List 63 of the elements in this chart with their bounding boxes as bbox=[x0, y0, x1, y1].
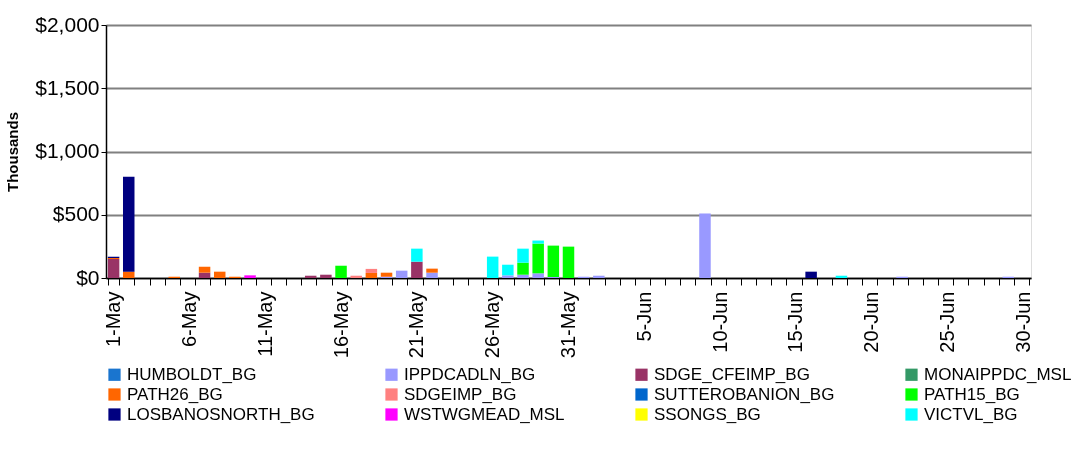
bar bbox=[593, 275, 605, 278]
legend-label: PATH15_BG bbox=[924, 384, 1020, 404]
x-tick-label: 25-Jun bbox=[936, 291, 959, 353]
legend-label: PATH26_BG bbox=[127, 384, 223, 404]
bar bbox=[486, 256, 499, 278]
legend-label: WSTWGMEAD_MSL bbox=[404, 404, 565, 424]
x-tick-label: 5-Jun bbox=[632, 291, 655, 342]
legend-label: SDGE_CFEIMP_BG bbox=[654, 364, 810, 384]
bar bbox=[411, 248, 423, 262]
bar bbox=[395, 270, 408, 278]
y-tick-label: $1,000 bbox=[35, 139, 100, 162]
bar bbox=[805, 271, 817, 278]
legend-label: SDGEIMP_BG bbox=[404, 384, 517, 404]
bar bbox=[335, 265, 347, 278]
y-tick-label: $0 bbox=[76, 265, 100, 289]
bar bbox=[426, 268, 438, 273]
x-tick-label: 10-Jun bbox=[708, 291, 731, 353]
bar bbox=[380, 272, 393, 277]
legend-label: IPPDCADLN_BG bbox=[404, 364, 536, 384]
x-tick-label: 16-May bbox=[329, 291, 352, 359]
y-tick-label: $2,000 bbox=[35, 12, 100, 36]
bar bbox=[532, 240, 544, 244]
x-tick-label: 11-May bbox=[253, 291, 276, 357]
bar bbox=[107, 259, 120, 278]
bar bbox=[517, 262, 529, 275]
y-tick-label: $1,500 bbox=[35, 75, 100, 99]
legend-label: HUMBOLDT_BG bbox=[127, 364, 257, 384]
x-tick-label: 1-May bbox=[102, 291, 125, 348]
bar bbox=[517, 274, 529, 278]
bar bbox=[198, 266, 211, 273]
x-tick-label: 15-Jun bbox=[784, 291, 807, 353]
bar bbox=[532, 243, 544, 274]
x-tick-label: 26-May bbox=[481, 291, 504, 359]
bar bbox=[411, 261, 423, 278]
x-tick-label: 30-Jun bbox=[1011, 291, 1034, 353]
bar bbox=[320, 274, 332, 278]
x-tick-label: 21-May bbox=[405, 291, 428, 359]
bar bbox=[547, 245, 560, 277]
bar bbox=[213, 271, 226, 278]
bar bbox=[244, 275, 256, 278]
y-tick-label: $500 bbox=[52, 202, 100, 226]
bar bbox=[350, 275, 362, 278]
legend-label: SUTTEROBANION_BG bbox=[654, 384, 835, 404]
x-tick-label: 6-May bbox=[177, 291, 200, 348]
bar bbox=[198, 272, 211, 278]
bar bbox=[502, 275, 514, 278]
bar bbox=[123, 176, 135, 272]
bar bbox=[699, 213, 711, 278]
bar bbox=[517, 248, 529, 263]
bar bbox=[426, 272, 438, 278]
x-tick-label: 31-May bbox=[557, 291, 579, 359]
bar bbox=[502, 264, 514, 276]
x-tick-label: 20-Jun bbox=[860, 291, 883, 353]
legend-label: MONAIPPDC_MSL bbox=[924, 364, 1072, 384]
bar bbox=[562, 246, 575, 278]
legend-label: VICTVL_BG bbox=[924, 404, 1018, 424]
legend-label: LOSBANOSNORTH_BG bbox=[127, 404, 315, 424]
bar bbox=[123, 271, 135, 278]
bar bbox=[365, 272, 378, 278]
bar bbox=[532, 273, 544, 278]
legend-label: SSONGS_BG bbox=[654, 404, 761, 424]
bar bbox=[365, 268, 378, 273]
y-axis-title: Thousands bbox=[4, 111, 22, 193]
